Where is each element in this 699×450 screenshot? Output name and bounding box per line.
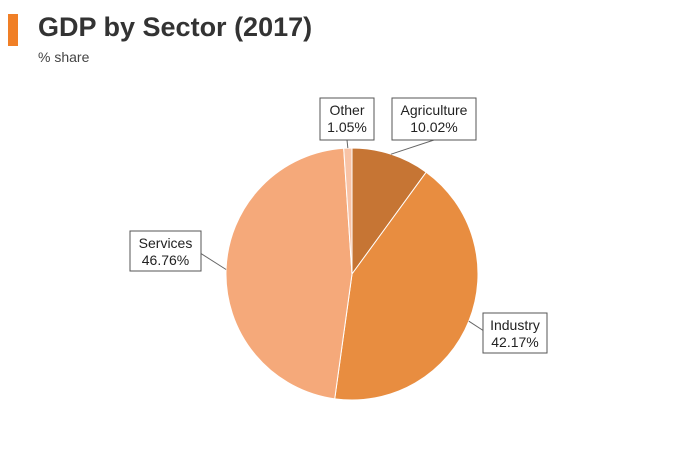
label-box-agriculture bbox=[391, 97, 477, 141]
slice-label-services: Services bbox=[139, 235, 193, 251]
title-accent-bar bbox=[8, 14, 18, 46]
slice-value-agriculture: 10.02% bbox=[410, 119, 457, 135]
slice-value-services: 46.76% bbox=[142, 252, 189, 268]
slice-label-agriculture: Agriculture bbox=[401, 102, 468, 118]
label-connector-services bbox=[196, 250, 227, 270]
slice-label-other: Other bbox=[329, 102, 364, 118]
label-box-other bbox=[319, 97, 375, 141]
label-box-services bbox=[129, 230, 202, 272]
slice-value-industry: 42.17% bbox=[491, 334, 538, 350]
pie-slices bbox=[225, 147, 479, 401]
pie-slice-services bbox=[225, 147, 353, 400]
slice-label-industry: Industry bbox=[490, 317, 540, 333]
label-connector-other bbox=[346, 139, 349, 149]
pie-slice-industry bbox=[334, 171, 479, 401]
chart-title: GDP by Sector (2017) bbox=[38, 12, 313, 42]
slice-value-other: 1.05% bbox=[327, 119, 367, 135]
pie-slice-agriculture bbox=[351, 147, 427, 276]
label-box-industry bbox=[482, 312, 548, 354]
chart-subtitle: % share bbox=[38, 49, 90, 65]
label-connector-agriculture bbox=[390, 139, 435, 155]
